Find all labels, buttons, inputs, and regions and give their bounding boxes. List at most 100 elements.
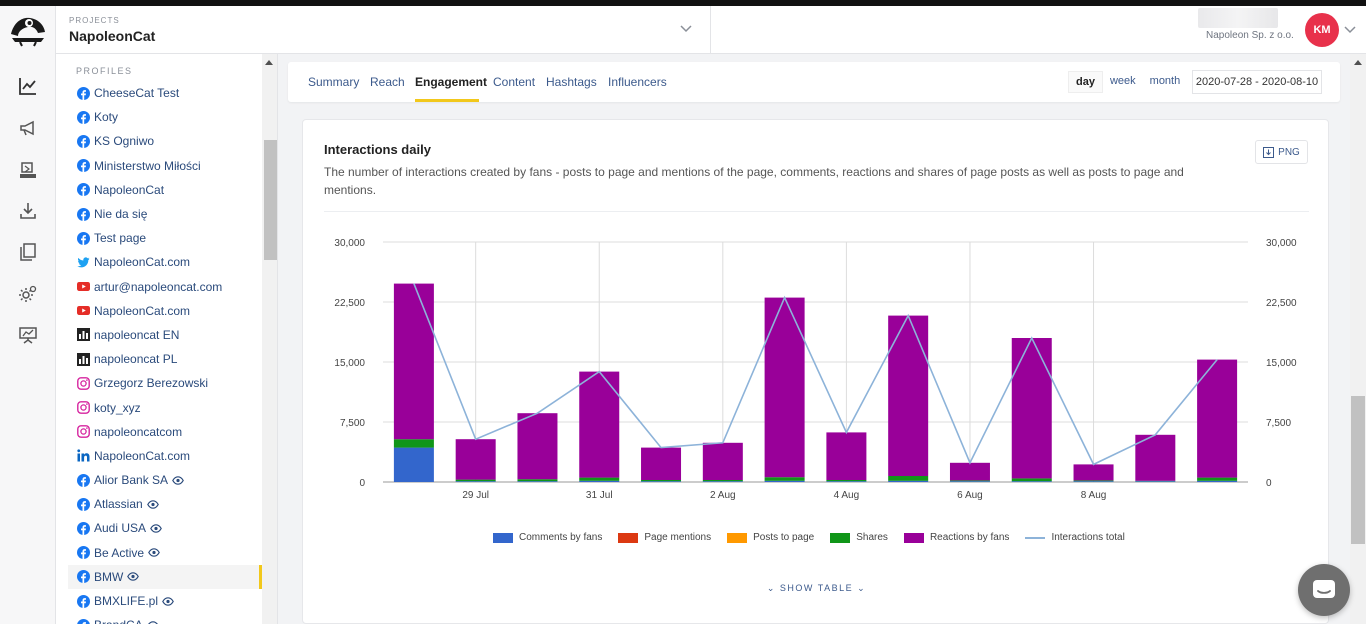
y-tick-label-left: 30,000 (334, 238, 365, 249)
profile-item[interactable]: koty_xyz (68, 395, 262, 419)
settings-icon[interactable] (16, 282, 40, 306)
profile-item[interactable]: BMW (68, 564, 263, 590)
bar-segment-shares (1011, 478, 1052, 482)
bar-segment-reactions (1073, 464, 1114, 481)
bar-segment-shares (702, 480, 743, 482)
bar-segment-reactions (579, 371, 620, 478)
y-tick-label-right: 30,000 (1266, 238, 1297, 249)
analytics-icon[interactable] (16, 74, 40, 98)
legend-label: Posts to page (753, 532, 815, 543)
bar-segment-shares (1073, 480, 1114, 482)
profiles-title: PROFILES (76, 66, 133, 76)
napoleoncat-logo-icon[interactable] (8, 12, 48, 48)
profile-item[interactable]: Test page (68, 226, 262, 250)
account-chevron-down-icon[interactable] (1343, 22, 1357, 36)
tab-hashtags[interactable]: Hashtags (546, 75, 597, 89)
legend-item[interactable]: Shares (830, 532, 888, 543)
facebook-icon (77, 570, 90, 584)
legend-swatch (830, 532, 851, 543)
bar-segment-shares (393, 439, 434, 448)
bar-segment-shares (1197, 477, 1238, 481)
insights-icon (77, 352, 90, 366)
profile-item-label: NapoleonCat.com (94, 255, 191, 270)
profile-item[interactable]: KS Ogniwo (68, 129, 262, 153)
chat-widget-button[interactable] (1298, 564, 1350, 616)
profile-item[interactable]: artur@napoleoncat.com (68, 275, 262, 299)
eye-icon (150, 524, 162, 533)
bar-segment-comments (1073, 481, 1114, 482)
profile-item[interactable]: CheeseCat Test (68, 81, 262, 105)
tab-influencers[interactable]: Influencers (608, 75, 667, 89)
reports-icon[interactable] (16, 240, 40, 264)
profile-item[interactable]: Atlassian (68, 492, 262, 516)
bar-segment-comments (1135, 481, 1176, 482)
profile-item[interactable]: NapoleonCat.com (68, 250, 262, 274)
youtube-icon (77, 304, 90, 317)
tab-content[interactable]: Content (493, 75, 536, 89)
bar-segment-shares (764, 477, 805, 481)
avatar[interactable]: KM (1305, 13, 1339, 47)
profile-item[interactable]: Be Active (68, 541, 262, 565)
profile-item[interactable]: BrandCA (68, 613, 262, 624)
youtube-icon (77, 280, 90, 293)
profiles-scrollbar-thumb[interactable] (264, 140, 277, 260)
export-png-button[interactable]: PNG (1255, 140, 1308, 164)
analytics-tabs-bar: Summary Reach Engagement Content Hashtag… (288, 62, 1340, 102)
profile-item[interactable]: Nie da się (68, 202, 262, 226)
tab-reach[interactable]: Reach (370, 75, 405, 89)
profile-item[interactable]: Alior Bank SA (68, 468, 262, 492)
period-week[interactable]: week (1109, 75, 1136, 87)
period-day[interactable]: day (1068, 71, 1103, 93)
eye-icon (148, 548, 160, 557)
profile-item[interactable]: NapoleonCat (68, 178, 262, 202)
profile-item[interactable]: napoleoncat EN (68, 323, 262, 347)
profile-item[interactable]: Audi USA (68, 516, 262, 540)
legend-swatch (727, 532, 748, 543)
x-tick-label: 6 Aug (957, 490, 983, 501)
legend-item[interactable]: Page mentions (618, 532, 711, 543)
download-icon[interactable] (16, 199, 40, 223)
profile-item[interactable]: NapoleonCat.com (68, 299, 262, 323)
facebook-icon (77, 231, 90, 245)
legend-item[interactable]: Comments by fans (493, 532, 602, 543)
tab-summary[interactable]: Summary (308, 75, 360, 89)
scroll-up-arrow-icon[interactable] (265, 60, 273, 65)
chevron-down-icon[interactable] (678, 20, 694, 36)
y-tick-label-right: 7,500 (1266, 418, 1291, 429)
profile-item-label: Atlassian (94, 497, 143, 512)
legend-item[interactable]: Reactions by fans (903, 532, 1009, 543)
legend-item[interactable]: Posts to page (727, 532, 814, 543)
profile-item[interactable]: napoleoncat PL (68, 347, 262, 371)
publisher-icon[interactable] (16, 158, 40, 182)
profile-item[interactable]: BMXLIFE.pl (68, 589, 262, 613)
tab-engagement[interactable]: Engagement (415, 75, 488, 89)
profile-item-label: NapoleonCat (94, 182, 165, 197)
page-scroll-up-arrow-icon[interactable] (1354, 60, 1362, 65)
bar-segment-reactions (455, 439, 496, 480)
profile-item[interactable]: Ministerstwo Miłości (68, 154, 262, 178)
legend-swatch (493, 532, 513, 543)
legend-item[interactable]: Interactions total (1025, 532, 1125, 543)
profile-item[interactable]: Koty (68, 105, 262, 129)
active-tab-indicator (415, 99, 479, 102)
project-selector[interactable]: NapoleonCat (69, 28, 156, 44)
bar-segment-shares (641, 480, 682, 482)
legend-label: Page mentions (644, 532, 712, 543)
projects-label: PROJECTS (69, 16, 120, 25)
profile-item[interactable]: napoleoncatcom (68, 420, 262, 444)
bar-segment-comments (826, 481, 867, 482)
period-month[interactable]: month (1149, 75, 1181, 87)
profile-item[interactable]: NapoleonCat.com (68, 444, 262, 468)
eye-icon (172, 475, 184, 485)
profile-item-label: napoleoncat EN (94, 327, 180, 342)
twitter-icon (77, 256, 90, 269)
profile-item-label: napoleoncatcom (94, 424, 183, 439)
show-table-button[interactable]: ⌄ SHOW TABLE ⌄ (303, 583, 1330, 594)
header-divider (710, 6, 711, 54)
date-range-picker[interactable]: 2020-07-28 - 2020-08-10 (1192, 70, 1322, 94)
megaphone-icon[interactable] (16, 116, 40, 140)
bar-segment-reactions (641, 447, 682, 480)
presentation-icon[interactable] (16, 323, 40, 347)
page-scrollbar-thumb[interactable] (1351, 396, 1365, 544)
profile-item[interactable]: Grzegorz Berezowski (68, 371, 262, 395)
